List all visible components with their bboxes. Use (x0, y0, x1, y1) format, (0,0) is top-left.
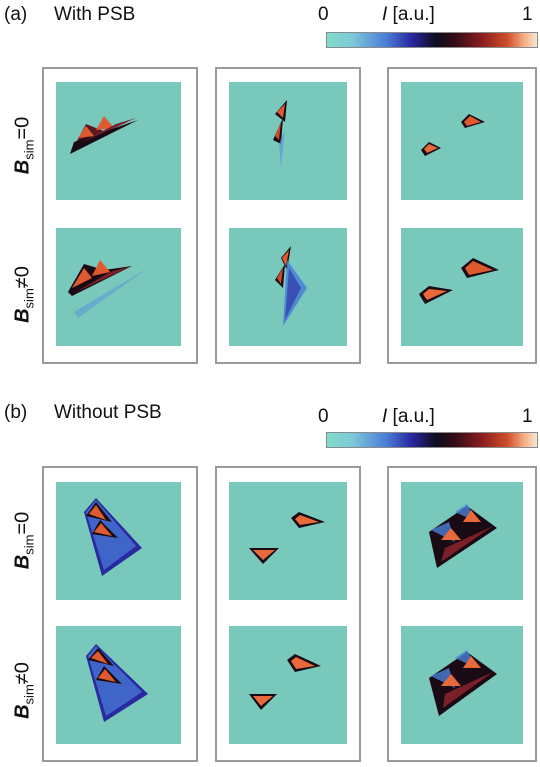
colorbar-b-var: I (382, 406, 388, 427)
triangles-separated-small (421, 114, 485, 156)
panel-a-title: With PSB (54, 4, 136, 25)
triangles-double-with-streak (68, 260, 148, 318)
sim-image-a-2-2 (229, 228, 347, 346)
sim-image-b-2-3 (401, 626, 523, 744)
triangles-separated-orange-2 (249, 654, 321, 710)
frame-a-col3 (387, 67, 537, 364)
triangles-separated-orange (249, 512, 325, 564)
sim-image-a-1-2 (229, 82, 347, 200)
row-label-a-zero: Bsim=0 (11, 116, 37, 175)
panel-a-label: (a) (4, 4, 28, 25)
colorbar-a-unit: [a.u.] (387, 4, 435, 25)
sim-image-a-2-1 (56, 228, 181, 346)
triangles-double-dark (429, 504, 497, 568)
sim-image-b-2-1 (56, 626, 181, 744)
sim-image-a-2-3 (401, 228, 523, 346)
triangle-large-blue (84, 498, 142, 576)
row-label-a-nonzero: Bsim≠0 (11, 266, 37, 323)
sim-image-b-2-2 (229, 626, 347, 744)
colorbar-b-unit: [a.u.] (387, 406, 435, 427)
colorbar-b-min: 0 (318, 406, 329, 427)
panel-b-label: (b) (4, 402, 28, 423)
sim-image-b-1-2 (229, 482, 347, 600)
triangles-double-dark-2 (429, 650, 497, 716)
triangle-large-blue-2 (86, 644, 148, 722)
colorbar-a (326, 32, 538, 48)
colorbar-b-title: I [a.u.] (382, 406, 435, 428)
panel-b-title: Without PSB (54, 402, 162, 423)
frame-a-col2 (215, 67, 361, 364)
frame-b-col2 (215, 466, 361, 762)
sim-image-a-1-3 (401, 82, 523, 200)
triangles-vertical-narrow (273, 100, 287, 168)
sim-image-b-1-3 (401, 482, 523, 600)
triangles-separated-medium (419, 258, 499, 304)
frame-a-col1 (42, 67, 198, 364)
colorbar-b-max: 1 (522, 406, 533, 427)
frame-b-col3 (387, 466, 537, 762)
colorbar-a-title: I [a.u.] (382, 4, 435, 26)
colorbar-a-min: 0 (318, 4, 329, 25)
row-label-b-zero: Bsim=0 (11, 511, 37, 570)
triangles-double-flat (70, 116, 138, 154)
triangles-vertical-long-streak (275, 246, 307, 326)
sim-image-b-1-1 (56, 482, 181, 600)
row-label-b-nonzero: Bsim≠0 (11, 662, 37, 719)
colorbar-b (326, 432, 538, 448)
colorbar-a-var: I (382, 4, 388, 25)
colorbar-a-max: 1 (522, 4, 533, 25)
frame-b-col1 (42, 466, 198, 762)
sim-image-a-1-1 (56, 82, 181, 200)
